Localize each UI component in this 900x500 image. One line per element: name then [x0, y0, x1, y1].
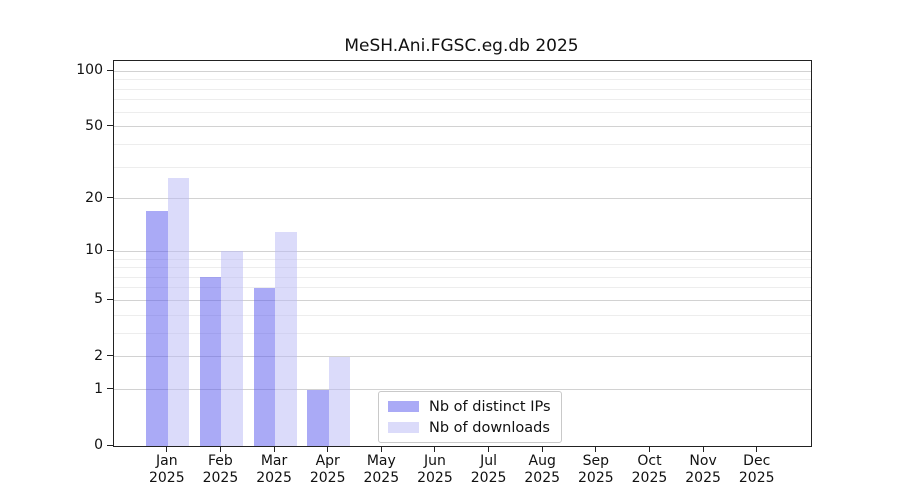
x-tick-label: Apr 2025: [309, 453, 346, 486]
gridline-minor: [114, 332, 811, 334]
gridline-minor: [114, 111, 811, 113]
y-tick: [107, 444, 113, 446]
y-tick: [107, 355, 113, 357]
bar-downloads: [167, 178, 190, 446]
gridline-minor: [114, 314, 811, 316]
bar-distinct-ips: [199, 277, 222, 446]
y-tick-label: 100: [76, 62, 103, 79]
x-tick-label: May 2025: [363, 453, 400, 486]
x-tick-label: Mar 2025: [256, 453, 292, 486]
x-tick: [166, 446, 168, 452]
gridline-major: [114, 356, 811, 358]
legend-item: Nb of downloads: [388, 419, 551, 436]
y-tick-label: 2: [94, 347, 103, 364]
x-tick: [488, 446, 490, 452]
gridline-major: [114, 198, 811, 200]
legend-swatch: [388, 422, 419, 433]
gridline-major: [114, 70, 811, 72]
y-tick: [107, 388, 113, 390]
y-tick-label: 20: [85, 189, 103, 206]
x-tick: [648, 446, 650, 452]
x-tick: [327, 446, 329, 452]
y-tick-label: 5: [94, 291, 103, 308]
y-tick: [107, 298, 113, 300]
y-tick-label: 0: [94, 437, 103, 453]
x-tick-label: Aug 2025: [524, 453, 561, 486]
y-tick-label: 1: [94, 380, 103, 397]
legend-item: Nb of distinct IPs: [388, 398, 551, 415]
x-tick-label: Jul 2025: [470, 453, 507, 486]
y-tick-label: 50: [85, 117, 103, 134]
gridline-minor: [114, 79, 811, 81]
x-tick-label: Sep 2025: [578, 453, 614, 486]
gridline-minor: [114, 276, 811, 278]
gridline-minor: [114, 287, 811, 289]
x-tick-label: Oct 2025: [631, 453, 668, 486]
gridline-major: [114, 126, 811, 128]
gridline-minor: [114, 258, 811, 260]
y-tick: [107, 69, 113, 71]
x-tick: [541, 446, 543, 452]
legend-item-label: Nb of downloads: [429, 419, 550, 436]
x-tick-label: Jun 2025: [417, 453, 453, 486]
gridline-minor: [114, 99, 811, 101]
bar-distinct-ips: [146, 211, 168, 446]
gridline-minor: [114, 143, 811, 145]
y-tick: [107, 249, 113, 251]
gridline-major: [114, 299, 811, 301]
legend-swatch: [388, 401, 419, 412]
x-tick: [219, 446, 221, 452]
plot-area: [113, 60, 812, 447]
x-tick-label: Nov 2025: [685, 453, 721, 486]
legend: Nb of distinct IPs Nb of downloads: [378, 391, 562, 443]
bar-downloads: [275, 231, 297, 446]
x-tick: [434, 446, 436, 452]
gridline-minor: [114, 267, 811, 269]
legend-item-label: Nb of distinct IPs: [429, 398, 551, 415]
bar-distinct-ips: [307, 389, 329, 446]
bar-distinct-ips: [253, 287, 276, 446]
x-tick-label: Dec 2025: [738, 453, 775, 486]
gridline-major: [114, 389, 811, 391]
x-tick: [702, 446, 704, 452]
gridline-minor: [114, 166, 811, 168]
x-tick: [756, 446, 758, 452]
y-tick-label: 10: [85, 242, 103, 259]
x-tick-label: Jan 2025: [148, 453, 185, 486]
x-tick-label: Feb 2025: [202, 453, 239, 486]
y-tick: [107, 197, 113, 199]
x-tick: [380, 446, 382, 452]
bar-downloads: [328, 356, 351, 446]
gridline-major: [114, 250, 811, 252]
gridline-minor: [114, 88, 811, 90]
x-tick: [595, 446, 597, 452]
y-tick: [107, 125, 113, 127]
x-tick: [273, 446, 275, 452]
bar-downloads: [221, 251, 243, 446]
chart-title: MeSH.Ani.FGSC.eg.db 2025: [344, 36, 579, 56]
